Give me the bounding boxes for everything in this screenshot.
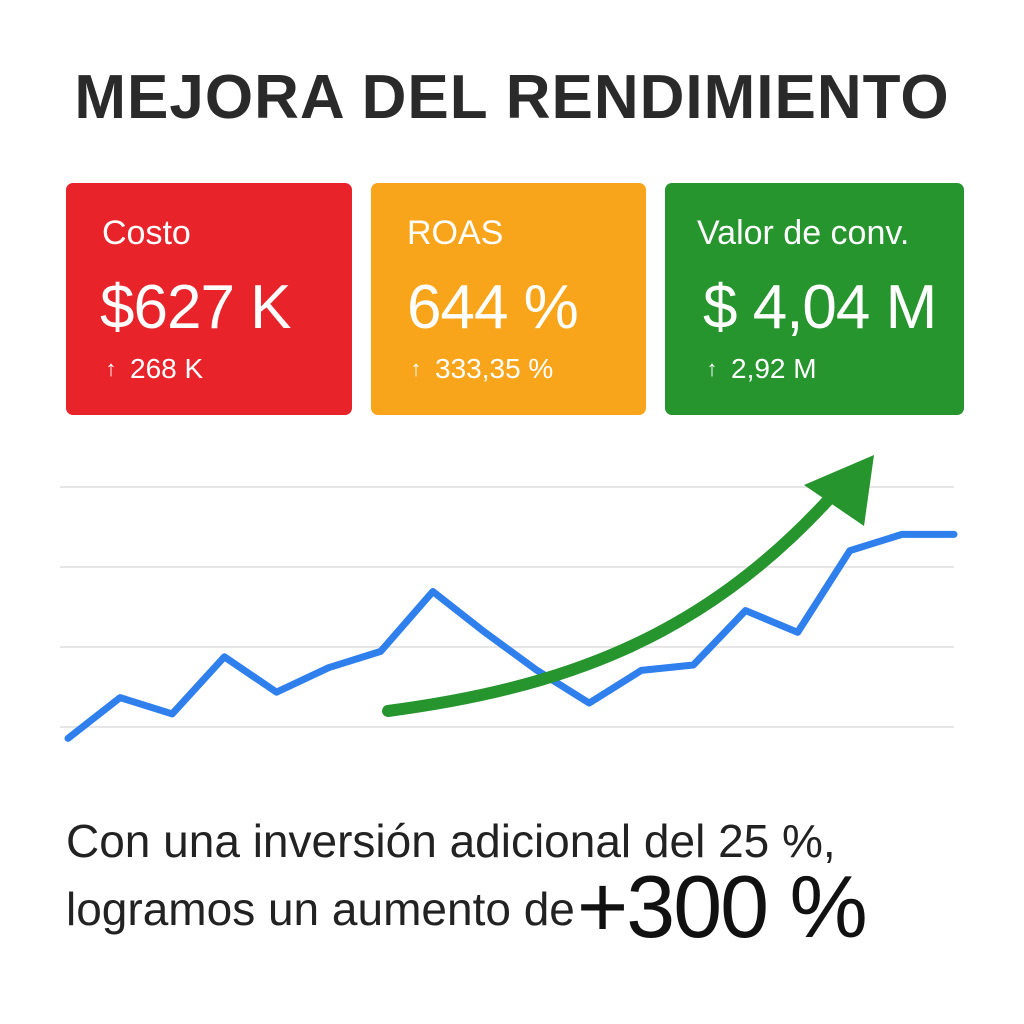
caption-line-2: logramos un aumento de+300 % — [66, 863, 986, 951]
roas-delta: ↑ 333,35 % — [407, 351, 554, 387]
conversion-value-delta-value: 2,92 M — [731, 353, 817, 384]
performance-line-chart — [60, 455, 958, 742]
trend-arrow — [382, 455, 874, 717]
conversion-value-value: $ 4,04 M — [703, 273, 937, 342]
roas-card: ROAS 644 % ↑ 333,35 % — [371, 183, 646, 415]
caption-highlight: +300 % — [576, 857, 868, 956]
conversion-value-card: Valor de conv. $ 4,04 M ↑ 2,92 M — [665, 183, 964, 415]
conversion-value-delta: ↑ 2,92 M — [703, 351, 817, 387]
trend-arrow-shaft — [382, 492, 836, 717]
roas-value: 644 % — [407, 273, 579, 342]
page-title: MEJORA DEL RENDIMIENTO — [74, 63, 950, 132]
arrow-up-icon: ↑ — [706, 356, 718, 381]
series-line — [64, 530, 958, 742]
caption-line-2-text: logramos un aumento de — [66, 883, 575, 935]
arrow-up-icon: ↑ — [410, 356, 422, 381]
cost-card: Costo $627 K ↑ 268 K — [66, 183, 352, 415]
cost-value: $627 K — [100, 273, 292, 342]
conversion-value-label: Valor de conv. — [697, 214, 910, 252]
cost-label: Costo — [102, 214, 191, 252]
cost-delta-value: 268 K — [130, 353, 204, 384]
roas-delta-value: 333,35 % — [435, 353, 554, 384]
summary-caption: Con una inversión adicional del 25 %, lo… — [66, 810, 986, 951]
cost-delta: ↑ 268 K — [102, 351, 204, 387]
arrow-up-icon: ↑ — [105, 356, 117, 381]
caption-line-1: Con una inversión adicional del 25 %, — [66, 815, 836, 867]
chart-series — [64, 530, 958, 742]
trend-arrow-head — [804, 455, 874, 526]
roas-label: ROAS — [407, 214, 504, 252]
